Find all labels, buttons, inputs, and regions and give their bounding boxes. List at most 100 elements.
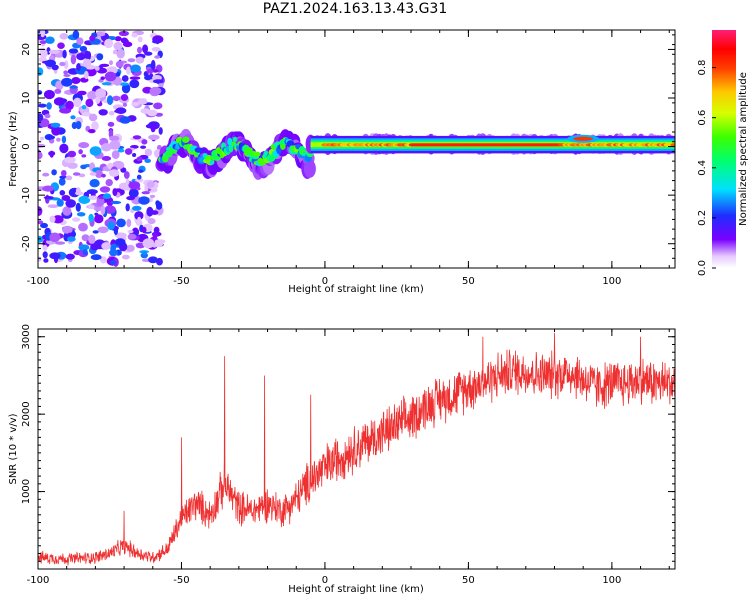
spectrogram-cell xyxy=(152,79,164,84)
spectrogram-cell xyxy=(67,162,78,169)
spectrogram-cell xyxy=(121,83,131,94)
spectrogram-cell xyxy=(65,199,76,208)
spectrogram-cell xyxy=(65,175,73,181)
spectrogram-cell xyxy=(154,55,161,59)
spectrogram-cell xyxy=(81,112,92,117)
spectrogram-cell xyxy=(141,226,147,234)
spectrogram-cell xyxy=(47,135,56,140)
spectrogram-cell xyxy=(141,191,150,195)
spectrogram-cell xyxy=(95,88,107,99)
spectrogram-cell xyxy=(110,200,122,205)
spectrogram-cell xyxy=(124,148,133,155)
spectrogram-cell xyxy=(42,251,48,259)
spectrogram-cell xyxy=(142,251,147,256)
spectrogram-cell xyxy=(57,42,65,49)
spectrogram-cell xyxy=(109,60,113,66)
spectrogram-cell xyxy=(78,149,83,155)
spectrogram-cell xyxy=(137,216,142,225)
top-ylabel: Frequency (Hz) xyxy=(8,111,19,187)
spectrogram-cell xyxy=(101,173,106,178)
spectrogram-cell xyxy=(127,229,134,234)
top-ytick-label: -20 xyxy=(21,236,32,252)
spectrogram-cell xyxy=(61,135,67,144)
spectrogram-cell xyxy=(61,170,67,177)
spectrogram-cell xyxy=(95,96,101,104)
spectrogram-cell xyxy=(79,45,88,52)
spectrogram-cell xyxy=(154,239,164,248)
bottom-xlabel: Height of straight line (km) xyxy=(288,584,424,595)
spectrogram-cell xyxy=(109,169,120,177)
spectrogram-cell xyxy=(213,155,221,161)
spectrogram-cell xyxy=(71,77,81,84)
spectrogram-cell xyxy=(148,134,160,140)
spectrogram-cell xyxy=(67,236,76,242)
spectrogram-cell xyxy=(130,64,141,73)
colorbar-tick-label: 0.2 xyxy=(697,210,708,226)
spectrogram-cell xyxy=(87,204,95,209)
spectrogram-cell xyxy=(232,136,238,142)
spectrogram-cell xyxy=(88,113,98,122)
colorbar: 0.0 0.2 0.4 0.6 0.8 Normalized spectral ampl… xyxy=(697,30,749,276)
colorbar-tick-label: 0.8 xyxy=(697,60,708,76)
spectrogram-cell xyxy=(42,172,50,177)
spectrogram-cell xyxy=(76,63,81,71)
spectrogram-cell xyxy=(38,67,44,76)
spectrogram-cell xyxy=(38,113,44,122)
spectrogram-cell xyxy=(40,30,46,38)
bottom-xtick-label: -50 xyxy=(173,575,189,586)
colorbar-tick-label: 0.6 xyxy=(697,110,708,126)
spectrogram-cell xyxy=(104,71,117,82)
spectrogram-cell xyxy=(209,160,214,166)
spectrogram-cell xyxy=(38,103,47,108)
spectrogram-cell xyxy=(72,172,81,176)
spectrogram-cell xyxy=(89,146,102,156)
top-ytick-label: -10 xyxy=(21,187,32,203)
spectrogram-cell xyxy=(107,221,115,231)
spectrogram-cell xyxy=(140,145,147,149)
snr-series-line xyxy=(38,332,675,566)
spectrogram-cell xyxy=(134,211,144,221)
spectrogram-cell xyxy=(43,258,49,263)
spectrogram-cell xyxy=(95,170,103,178)
snr-frame xyxy=(37,328,676,570)
spectrogram-cell xyxy=(303,159,316,178)
spectrogram-cell xyxy=(194,147,203,153)
top-ytick-label: 10 xyxy=(21,92,32,105)
spectrogram-cell xyxy=(114,109,124,114)
spectrogram-cell xyxy=(109,140,121,150)
spectrogram-cell xyxy=(47,204,59,208)
spectrogram-cell xyxy=(38,151,43,160)
spectrogram-cell xyxy=(153,226,160,234)
spectrogram-cell xyxy=(112,95,121,101)
spectrogram-cell xyxy=(75,121,82,130)
bottom-xtick-label: 50 xyxy=(462,575,475,586)
colorbar-gradient xyxy=(712,30,736,268)
spectrogram-cell xyxy=(148,256,158,264)
spectrogram-cell xyxy=(76,212,86,217)
spectrogram-cell xyxy=(182,136,190,143)
spectrogram-cell xyxy=(111,150,120,160)
spectrogram-cell xyxy=(106,95,114,106)
spectrogram-cell xyxy=(97,226,109,234)
spectrogram-cell xyxy=(132,135,142,140)
spectrogram-cell xyxy=(253,151,261,157)
spectrogram-cell xyxy=(84,50,90,60)
spectrogram-cell xyxy=(70,54,77,65)
spectrogram-cell xyxy=(78,244,90,251)
spectrogram-cell xyxy=(146,109,158,117)
spectrogram-cell xyxy=(64,156,76,164)
spectrogram-cell xyxy=(81,105,87,110)
bottom-ytick-label: 2000 xyxy=(21,401,32,426)
spectrogram-cell xyxy=(131,101,140,107)
spectrogram-cell xyxy=(144,158,151,163)
colorbar-tick-label: 0.0 xyxy=(697,260,708,276)
spectrogram-cell xyxy=(128,188,139,198)
top-xlabel: Height of straight line (km) xyxy=(288,284,424,295)
spectrogram-cell xyxy=(136,156,143,162)
spectrogram-cell xyxy=(59,143,69,154)
spectrogram-cell xyxy=(63,74,71,77)
spectrogram-cell xyxy=(100,205,106,215)
top-xtick-label: -100 xyxy=(27,276,50,287)
spectrogram-cell xyxy=(70,115,76,120)
